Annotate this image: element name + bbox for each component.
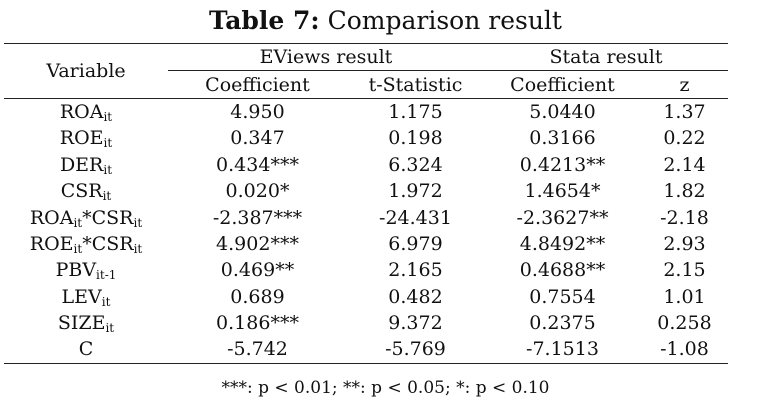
eviews-coefficient-cell: 0.186*** [216, 312, 299, 335]
variable-subscript: it [73, 241, 83, 256]
variable-name: LEV [61, 285, 102, 308]
variable-name: ROA [29, 206, 74, 229]
variable-name: CSR [60, 180, 103, 203]
variable-subscript: it [101, 294, 111, 309]
variable-cell: SIZEit [4, 310, 168, 336]
eviews-tstat-cell: 1.175 [388, 100, 443, 123]
header-stata-z: z [641, 70, 728, 99]
stata-coefficient-cell: 0.4688** [519, 259, 606, 282]
table-title: Table 7: Comparison result [0, 6, 771, 36]
stata-coefficient-cell: -7.1513 [484, 336, 641, 364]
variable-name: ROE [59, 127, 104, 150]
variable-subscript: it [103, 162, 113, 177]
header-eviews-coefficient: Coefficient [168, 70, 347, 99]
table-body: ROAit 4.950 1.175 5.0440 1.37 ROEit 0.347 0.198… [4, 98, 728, 364]
table-row: LEVit 0.689 0.482 0.7554 1.01 [4, 284, 728, 310]
eviews-tstat-cell: 6.979 [388, 232, 443, 255]
stata-coefficient-cell: 4.8492** [519, 232, 606, 255]
eviews-tstat-cell: 9.372 [388, 312, 443, 335]
stata-z-cell: 2.14 [663, 153, 706, 176]
variable-subscript: it [133, 215, 143, 230]
variable-cell: LEVit [4, 284, 168, 310]
variable-subscript: it [133, 241, 143, 256]
table-row: ROAit 4.950 1.175 5.0440 1.37 [4, 98, 728, 125]
stata-coefficient-cell: 0.2375 [529, 312, 596, 335]
variable-subscript: it [103, 136, 113, 151]
stata-coefficient-cell: 0.3166 [529, 127, 596, 150]
header-stata: Stata result [484, 43, 728, 72]
stata-coefficient-cell: 0.4213** [519, 153, 606, 176]
table-row: ROAit*CSRit -2.387*** -24.431 -2.3627** -2.1… [4, 204, 728, 230]
stata-z-cell: -2.18 [660, 206, 709, 229]
variable-subscript: it [105, 321, 115, 336]
stata-coefficient-cell: -2.3627** [516, 206, 609, 229]
variable-name: PBV [55, 259, 97, 282]
variable-cell: DERit [4, 152, 168, 178]
eviews-coefficient-cell: 4.902*** [216, 232, 299, 255]
eviews-tstat-cell: -5.769 [347, 336, 484, 364]
stata-coefficient-cell: 0.7554 [529, 285, 596, 308]
eviews-coefficient-cell: 0.434*** [216, 153, 299, 176]
variable-cell: ROAit*CSRit [4, 204, 168, 230]
significance-footnote: ***: p < 0.01; **: p < 0.05; *: p < 0.10 [221, 378, 550, 398]
variable-name: SIZE [57, 312, 106, 335]
table-title-label: Table 7: [209, 6, 320, 35]
eviews-coefficient-cell: 0.469** [220, 259, 295, 282]
variable-cell: ROEit*CSRit [4, 231, 168, 257]
eviews-tstat-cell: -24.431 [379, 206, 452, 229]
eviews-tstat-cell: 2.165 [388, 259, 443, 282]
stata-z-cell: 1.82 [663, 180, 706, 203]
eviews-tstat-cell: 1.972 [388, 180, 443, 203]
variable-cell: ROAit [4, 98, 168, 125]
variable-cell: PBVit-1 [4, 257, 168, 283]
eviews-coefficient-cell: 0.020* [225, 180, 290, 203]
table-row: DERit 0.434*** 6.324 0.4213** 2.14 [4, 152, 728, 178]
table-row: SIZEit 0.186*** 9.372 0.2375 0.258 [4, 310, 728, 336]
eviews-coefficient-cell: -5.742 [168, 336, 347, 364]
variable-name: *CSR [82, 206, 134, 229]
table-row: ROEit*CSRit 4.902*** 6.979 4.8492** 2.93 [4, 231, 728, 257]
eviews-coefficient-cell: -2.387*** [212, 206, 303, 229]
stata-z-cell: 2.15 [663, 259, 706, 282]
table-row: ROEit 0.347 0.198 0.3166 0.22 [4, 125, 728, 151]
variable-cell: CSRit [4, 178, 168, 204]
header-stata-coefficient: Coefficient [484, 70, 641, 99]
eviews-coefficient-cell: 0.347 [230, 127, 285, 150]
table-row: PBVit-1 0.469** 2.165 0.4688** 2.15 [4, 257, 728, 283]
variable-name: *CSR [82, 232, 134, 255]
variable-subscript: it [103, 109, 113, 124]
table-row: CSRit 0.020* 1.972 1.4654* 1.82 [4, 178, 728, 204]
variable-subscript: it-1 [96, 268, 117, 283]
variable-subscript: it [73, 215, 83, 230]
eviews-tstat-cell: 6.324 [388, 153, 443, 176]
stata-z-cell: 1.01 [663, 285, 706, 308]
eviews-coefficient-cell: 4.950 [230, 100, 285, 123]
variable-name: DER [59, 153, 104, 176]
comparison-table: Variable EViews result Stata result Coef… [4, 43, 728, 364]
header-eviews-tstat: t-Statistic [347, 70, 484, 99]
variable-cell: C [4, 336, 168, 364]
variable-cell: ROEit [4, 125, 168, 151]
table-title-text: Comparison result [319, 6, 562, 35]
table-row: C -5.742 -5.769 -7.1513 -1.08 [4, 336, 728, 364]
stata-z-cell: 0.258 [657, 312, 712, 335]
stata-z-cell: -1.08 [641, 336, 728, 364]
variable-name: ROE [29, 232, 74, 255]
variable-name: ROA [59, 100, 104, 123]
variable-subscript: it [102, 189, 112, 204]
header-eviews: EViews result [168, 43, 484, 72]
stata-z-cell: 2.93 [663, 232, 706, 255]
eviews-tstat-cell: 0.198 [388, 127, 443, 150]
stata-coefficient-cell: 1.4654* [524, 180, 601, 203]
header-variable: Variable [4, 43, 168, 99]
stata-z-cell: 1.37 [663, 100, 706, 123]
stata-z-cell: 0.22 [663, 127, 706, 150]
eviews-coefficient-cell: 0.689 [230, 285, 285, 308]
stata-coefficient-cell: 5.0440 [529, 100, 596, 123]
variable-name: C [78, 338, 94, 361]
eviews-tstat-cell: 0.482 [388, 285, 443, 308]
